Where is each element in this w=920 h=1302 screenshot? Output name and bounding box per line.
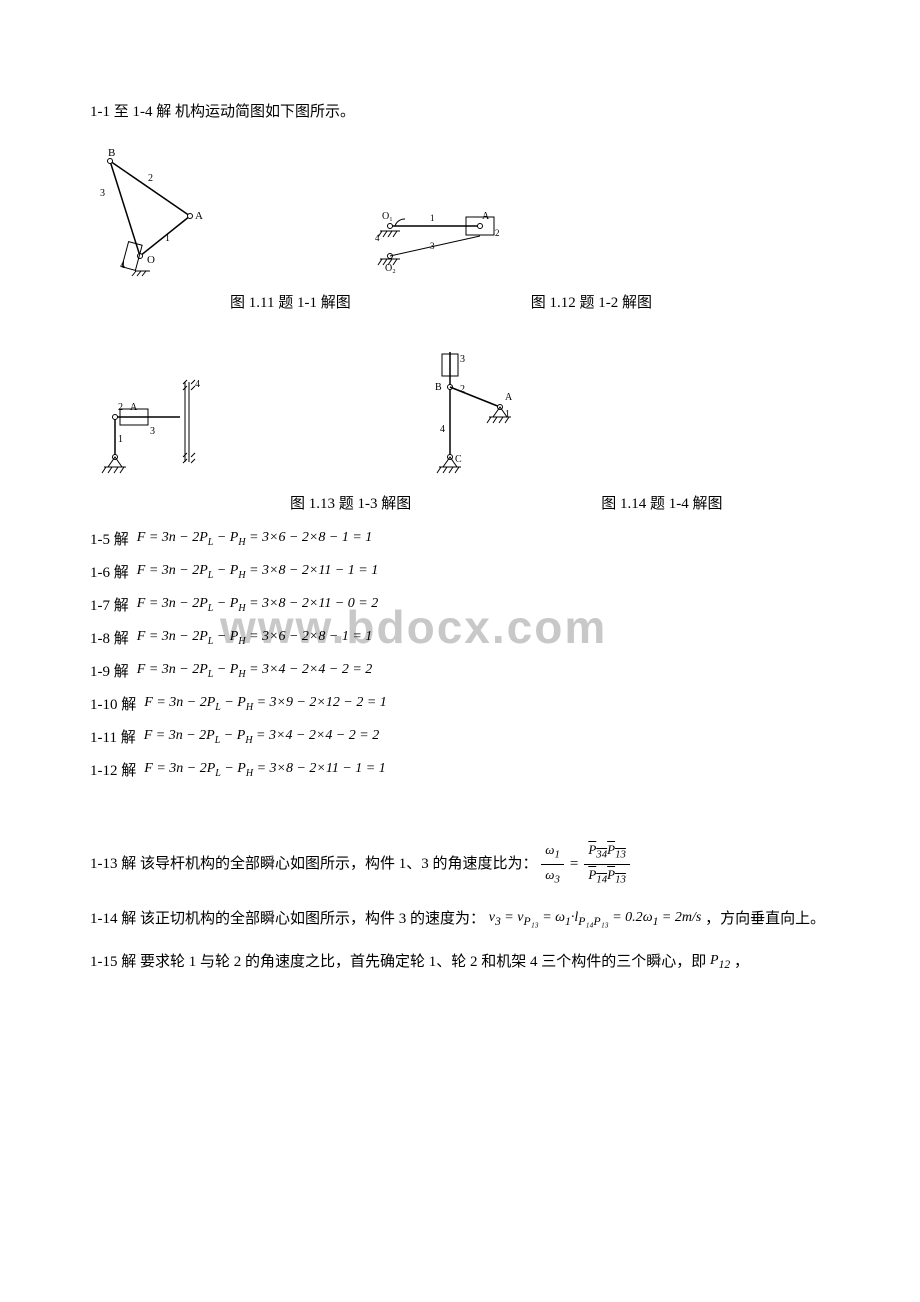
label-1: 1 (430, 213, 435, 223)
label-2: 2 (495, 228, 500, 238)
label-o: O (147, 254, 155, 266)
solution-1-6: 1-6 解 F = 3n − 2PL − PH = 3×8 − 2×11 − 1… (90, 561, 830, 582)
solution-label: 1-7 解 (90, 594, 129, 615)
caption-1-1: 图 1.11 题 1-1 解图 (230, 291, 351, 312)
label-a: A (505, 392, 513, 403)
caption-row-1: 图 1.11 题 1-1 解图 图 1.12 题 1-2 解图 (90, 291, 830, 312)
solution-formula: F = 3n − 2PL − PH = 3×4 − 2×4 − 2 = 2 (144, 728, 380, 746)
diagram-1-3: 2 A 3 1 4 (90, 362, 250, 482)
solution-1-7: 1-7 解 F = 3n − 2PL − PH = 3×8 − 2×11 − 0… (90, 594, 830, 615)
label-c: C (455, 454, 462, 465)
solution-1-13: 1-13 解 该导杆机构的全部瞬心如图所示，构件 1、3 的角速度比为： ω1 … (90, 840, 830, 889)
solution-label: 1-6 解 (90, 561, 129, 582)
diagram-1-4: 3 B 2 A 1 4 C (400, 342, 530, 482)
var-p12: P12 (710, 953, 730, 968)
label-o1: O₁ (382, 211, 393, 222)
solution-label: 1-11 解 (90, 726, 136, 747)
solution-1-12: 1-12 解 F = 3n − 2PL − PH = 3×8 − 2×11 − … (90, 759, 830, 780)
solution-label: 1-12 解 (90, 759, 136, 780)
solution-1-5: 1-5 解 F = 3n − 2PL − PH = 3×6 − 2×8 − 1 … (90, 528, 830, 549)
label-o2: O₂ (385, 263, 396, 274)
solution-1-11: 1-11 解 F = 3n − 2PL − PH = 3×4 − 2×4 − 2… (90, 726, 830, 747)
label-3: 3 (100, 188, 105, 199)
solution-label: 1-9 解 (90, 660, 129, 681)
diagram-row-1: B A O 2 3 1 4 (90, 141, 830, 281)
text-1-15-post: ， (734, 954, 749, 970)
solution-formula: F = 3n − 2PL − PH = 3×6 − 2×8 − 1 = 1 (137, 629, 373, 647)
label-a: A (195, 210, 203, 222)
equals: = (570, 852, 578, 876)
text-1-14-post: ，方向垂直向上。 (705, 911, 825, 927)
label-b: B (435, 382, 442, 393)
solution-formula: F = 3n − 2PL − PH = 3×8 − 2×11 − 1 = 1 (144, 761, 386, 779)
label-a: A (130, 402, 138, 413)
text-1-14-pre: 1-14 解 该正切机构的全部瞬心如图所示，构件 3 的速度为： (90, 911, 485, 927)
label-2: 2 (148, 173, 153, 184)
label-4: 4 (195, 379, 200, 390)
diagram-row-2: 2 A 3 1 4 (90, 342, 830, 482)
solution-1-15: 1-15 解 要求轮 1 与轮 2 的角速度之比，首先确定轮 1、轮 2 和机架… (90, 950, 830, 975)
solution-1-9: 1-9 解 F = 3n − 2PL − PH = 3×4 − 2×4 − 2 … (90, 660, 830, 681)
solution-formula: F = 3n − 2PL − PH = 3×6 − 2×8 − 1 = 1 (137, 530, 373, 548)
label-4: 4 (120, 260, 125, 271)
diagram-1-2: O₁ A 1 2 3 4 O₂ (360, 201, 510, 281)
intro-text: 1-1 至 1-4 解 机构运动简图如下图所示。 (90, 100, 830, 121)
label-1: 1 (118, 434, 123, 445)
label-b: B (108, 147, 115, 159)
text-1-13-pre: 1-13 解 该导杆机构的全部瞬心如图所示，构件 1、3 的角速度比为： (90, 856, 538, 872)
solution-formula: F = 3n − 2PL − PH = 3×8 − 2×11 − 0 = 2 (137, 596, 379, 614)
label-4: 4 (440, 424, 445, 435)
diagram-1-1: B A O 2 3 1 4 (90, 141, 220, 281)
caption-row-2: 图 1.13 题 1-3 解图 图 1.14 题 1-4 解图 (90, 492, 830, 513)
label-2: 2 (460, 384, 465, 395)
solution-formula: F = 3n − 2PL − PH = 3×8 − 2×11 − 1 = 1 (137, 563, 379, 581)
label-3: 3 (460, 354, 465, 365)
solution-formula: F = 3n − 2PL − PH = 3×4 − 2×4 − 2 = 2 (137, 662, 373, 680)
formula-1-14: v3 = vP₁₃ = ω1·lP₁₄P₁₃ = 0.2ω1 = 2m/s (489, 910, 702, 925)
solution-label: 1-8 解 (90, 627, 129, 648)
label-1: 1 (165, 233, 170, 244)
solution-1-8: 1-8 解 F = 3n − 2PL − PH = 3×6 − 2×8 − 1 … (90, 627, 830, 648)
caption-1-4: 图 1.14 题 1-4 解图 (601, 492, 722, 513)
caption-1-3: 图 1.13 题 1-3 解图 (290, 492, 411, 513)
label-a: A (482, 211, 490, 222)
solution-1-10: 1-10 解 F = 3n − 2PL − PH = 3×9 − 2×12 − … (90, 693, 830, 714)
label-3: 3 (150, 426, 155, 437)
solution-label: 1-10 解 (90, 693, 136, 714)
solution-label: 1-5 解 (90, 528, 129, 549)
solution-1-14: 1-14 解 该正切机构的全部瞬心如图所示，构件 3 的速度为： v3 = vP… (90, 907, 830, 932)
label-2: 2 (118, 402, 123, 413)
text-1-15-pre: 1-15 解 要求轮 1 与轮 2 的角速度之比，首先确定轮 1、轮 2 和机架… (90, 954, 706, 970)
caption-1-2: 图 1.12 题 1-2 解图 (531, 291, 652, 312)
ratio-formula: ω1 ω3 = P34P13 P14P13 (541, 840, 630, 889)
solution-formula: F = 3n − 2PL − PH = 3×9 − 2×12 − 2 = 1 (144, 695, 387, 713)
